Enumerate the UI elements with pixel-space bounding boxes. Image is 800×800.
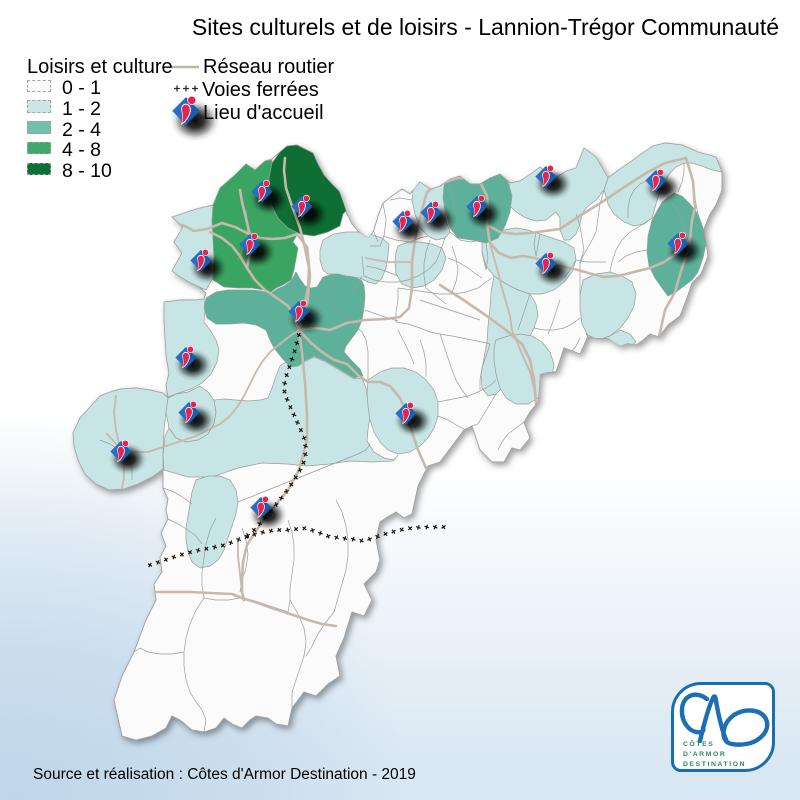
svg-text:D'ARMOR: D'ARMOR [683,751,726,758]
svg-text:DESTINATION: DESTINATION [683,761,746,768]
svg-text:CÔTES: CÔTES [683,739,714,748]
